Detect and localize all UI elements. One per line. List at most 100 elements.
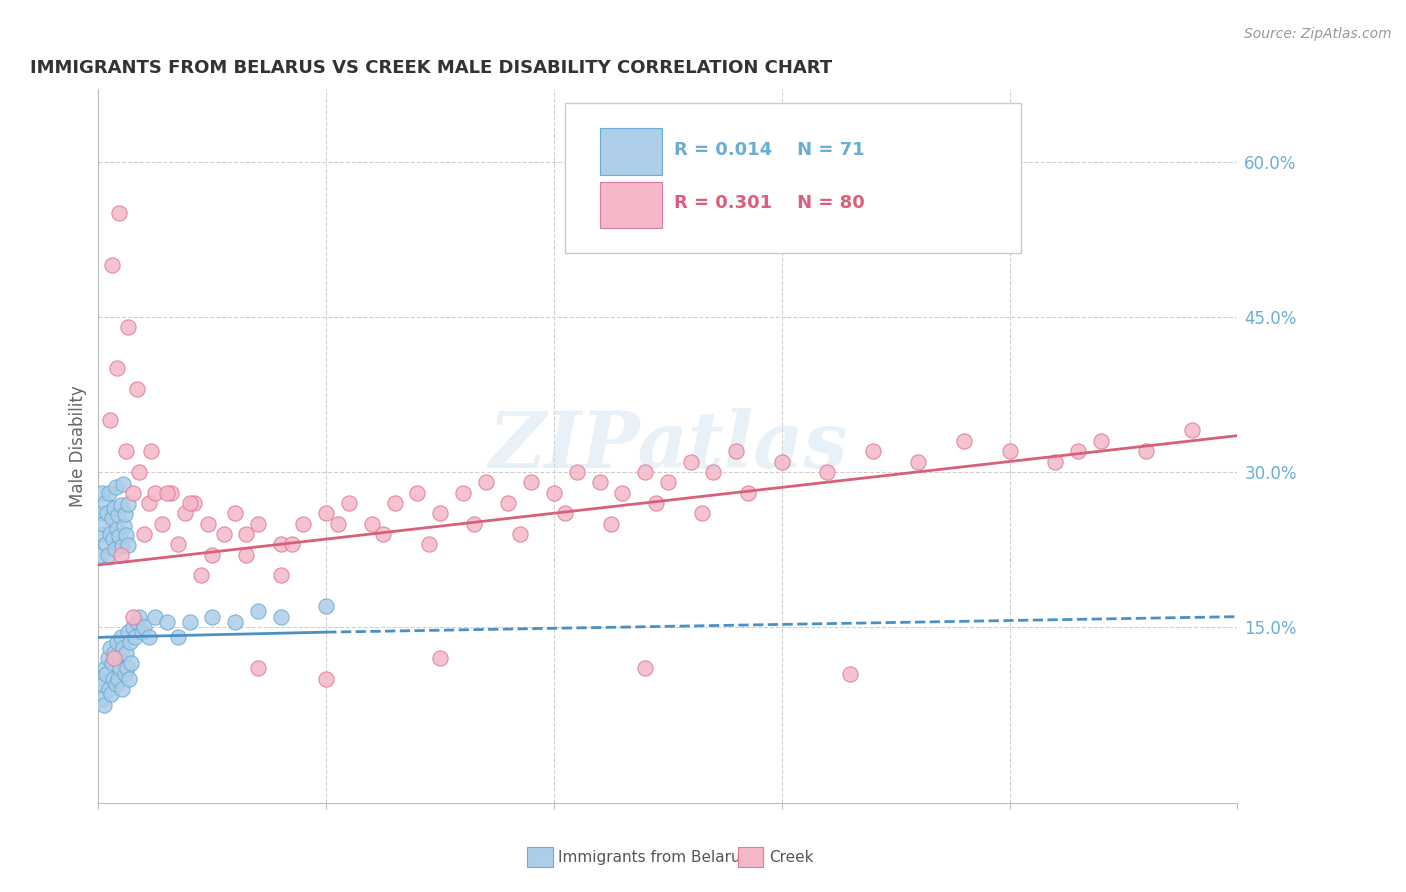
Point <box>114 646 136 660</box>
Point <box>138 496 160 510</box>
FancyBboxPatch shape <box>565 103 1021 253</box>
Point <box>139 444 162 458</box>
Point <box>108 661 131 675</box>
Point <box>907 454 929 468</box>
Point <box>104 677 127 691</box>
Point <box>543 485 565 500</box>
Point <box>131 625 153 640</box>
Point <box>270 537 292 551</box>
Point <box>103 672 125 686</box>
Point <box>94 537 117 551</box>
Text: R = 0.014    N = 71: R = 0.014 N = 71 <box>673 141 865 159</box>
Point <box>201 609 224 624</box>
Point <box>91 527 114 541</box>
Point <box>150 516 173 531</box>
Point <box>114 444 136 458</box>
Point <box>1067 444 1090 458</box>
Point <box>167 630 190 644</box>
Point <box>120 656 142 670</box>
Point <box>100 687 122 701</box>
Point <box>1090 434 1112 448</box>
Point <box>953 434 976 448</box>
Point <box>103 501 125 516</box>
Point <box>634 465 657 479</box>
Point <box>498 496 520 510</box>
Point <box>183 496 205 510</box>
Point <box>224 506 246 520</box>
Point <box>96 506 118 520</box>
Point <box>98 640 121 655</box>
Point <box>132 620 155 634</box>
Point <box>108 529 131 543</box>
Point <box>246 516 269 531</box>
Y-axis label: Male Disability: Male Disability <box>69 385 87 507</box>
Point <box>105 635 128 649</box>
Point <box>384 496 406 510</box>
Point <box>107 508 129 523</box>
Point <box>96 651 118 665</box>
Point <box>90 692 112 706</box>
Point <box>101 656 124 670</box>
Point <box>97 681 120 696</box>
Point <box>270 568 292 582</box>
Point <box>190 568 212 582</box>
Point <box>246 661 269 675</box>
Point <box>292 516 315 531</box>
Point <box>112 640 135 655</box>
Point <box>110 498 132 512</box>
Point <box>127 382 149 396</box>
Point <box>337 496 360 510</box>
Point <box>103 646 125 660</box>
Point <box>103 651 125 665</box>
Point <box>725 444 748 458</box>
Point <box>737 485 759 500</box>
Point <box>114 666 136 681</box>
Point <box>121 620 143 634</box>
Point <box>315 599 337 614</box>
Point <box>91 677 114 691</box>
Point <box>839 666 862 681</box>
Point <box>326 516 349 531</box>
Text: R = 0.301    N = 80: R = 0.301 N = 80 <box>673 194 865 212</box>
Point <box>90 506 112 520</box>
Point <box>105 480 128 494</box>
Point <box>117 538 139 552</box>
Point <box>117 497 139 511</box>
Point <box>235 548 257 562</box>
Point <box>167 537 190 551</box>
Point <box>111 539 134 553</box>
Point <box>145 485 167 500</box>
Point <box>96 666 118 681</box>
Point <box>235 527 257 541</box>
Text: IMMIGRANTS FROM BELARUS VS CREEK MALE DISABILITY CORRELATION CHART: IMMIGRANTS FROM BELARUS VS CREEK MALE DI… <box>30 59 832 77</box>
Point <box>1043 454 1066 468</box>
FancyBboxPatch shape <box>599 128 662 175</box>
Point <box>110 630 132 644</box>
Point <box>114 508 136 522</box>
Point <box>315 506 337 520</box>
Point <box>132 527 155 541</box>
Point <box>360 516 382 531</box>
Point <box>90 672 112 686</box>
Point <box>451 485 474 500</box>
Point <box>160 485 183 500</box>
Point <box>315 672 337 686</box>
Point <box>118 672 141 686</box>
Point <box>115 661 138 675</box>
Point <box>770 454 793 468</box>
Point <box>98 485 121 500</box>
Point <box>120 635 142 649</box>
Point <box>115 528 138 542</box>
Point <box>105 361 128 376</box>
Point <box>104 542 127 557</box>
Point <box>101 532 124 546</box>
Point <box>107 672 129 686</box>
Point <box>270 609 292 624</box>
Point <box>93 698 115 712</box>
Point <box>371 527 394 541</box>
Point <box>201 548 224 562</box>
Point <box>121 485 143 500</box>
Point <box>110 548 132 562</box>
Point <box>100 511 122 525</box>
Point <box>815 465 838 479</box>
